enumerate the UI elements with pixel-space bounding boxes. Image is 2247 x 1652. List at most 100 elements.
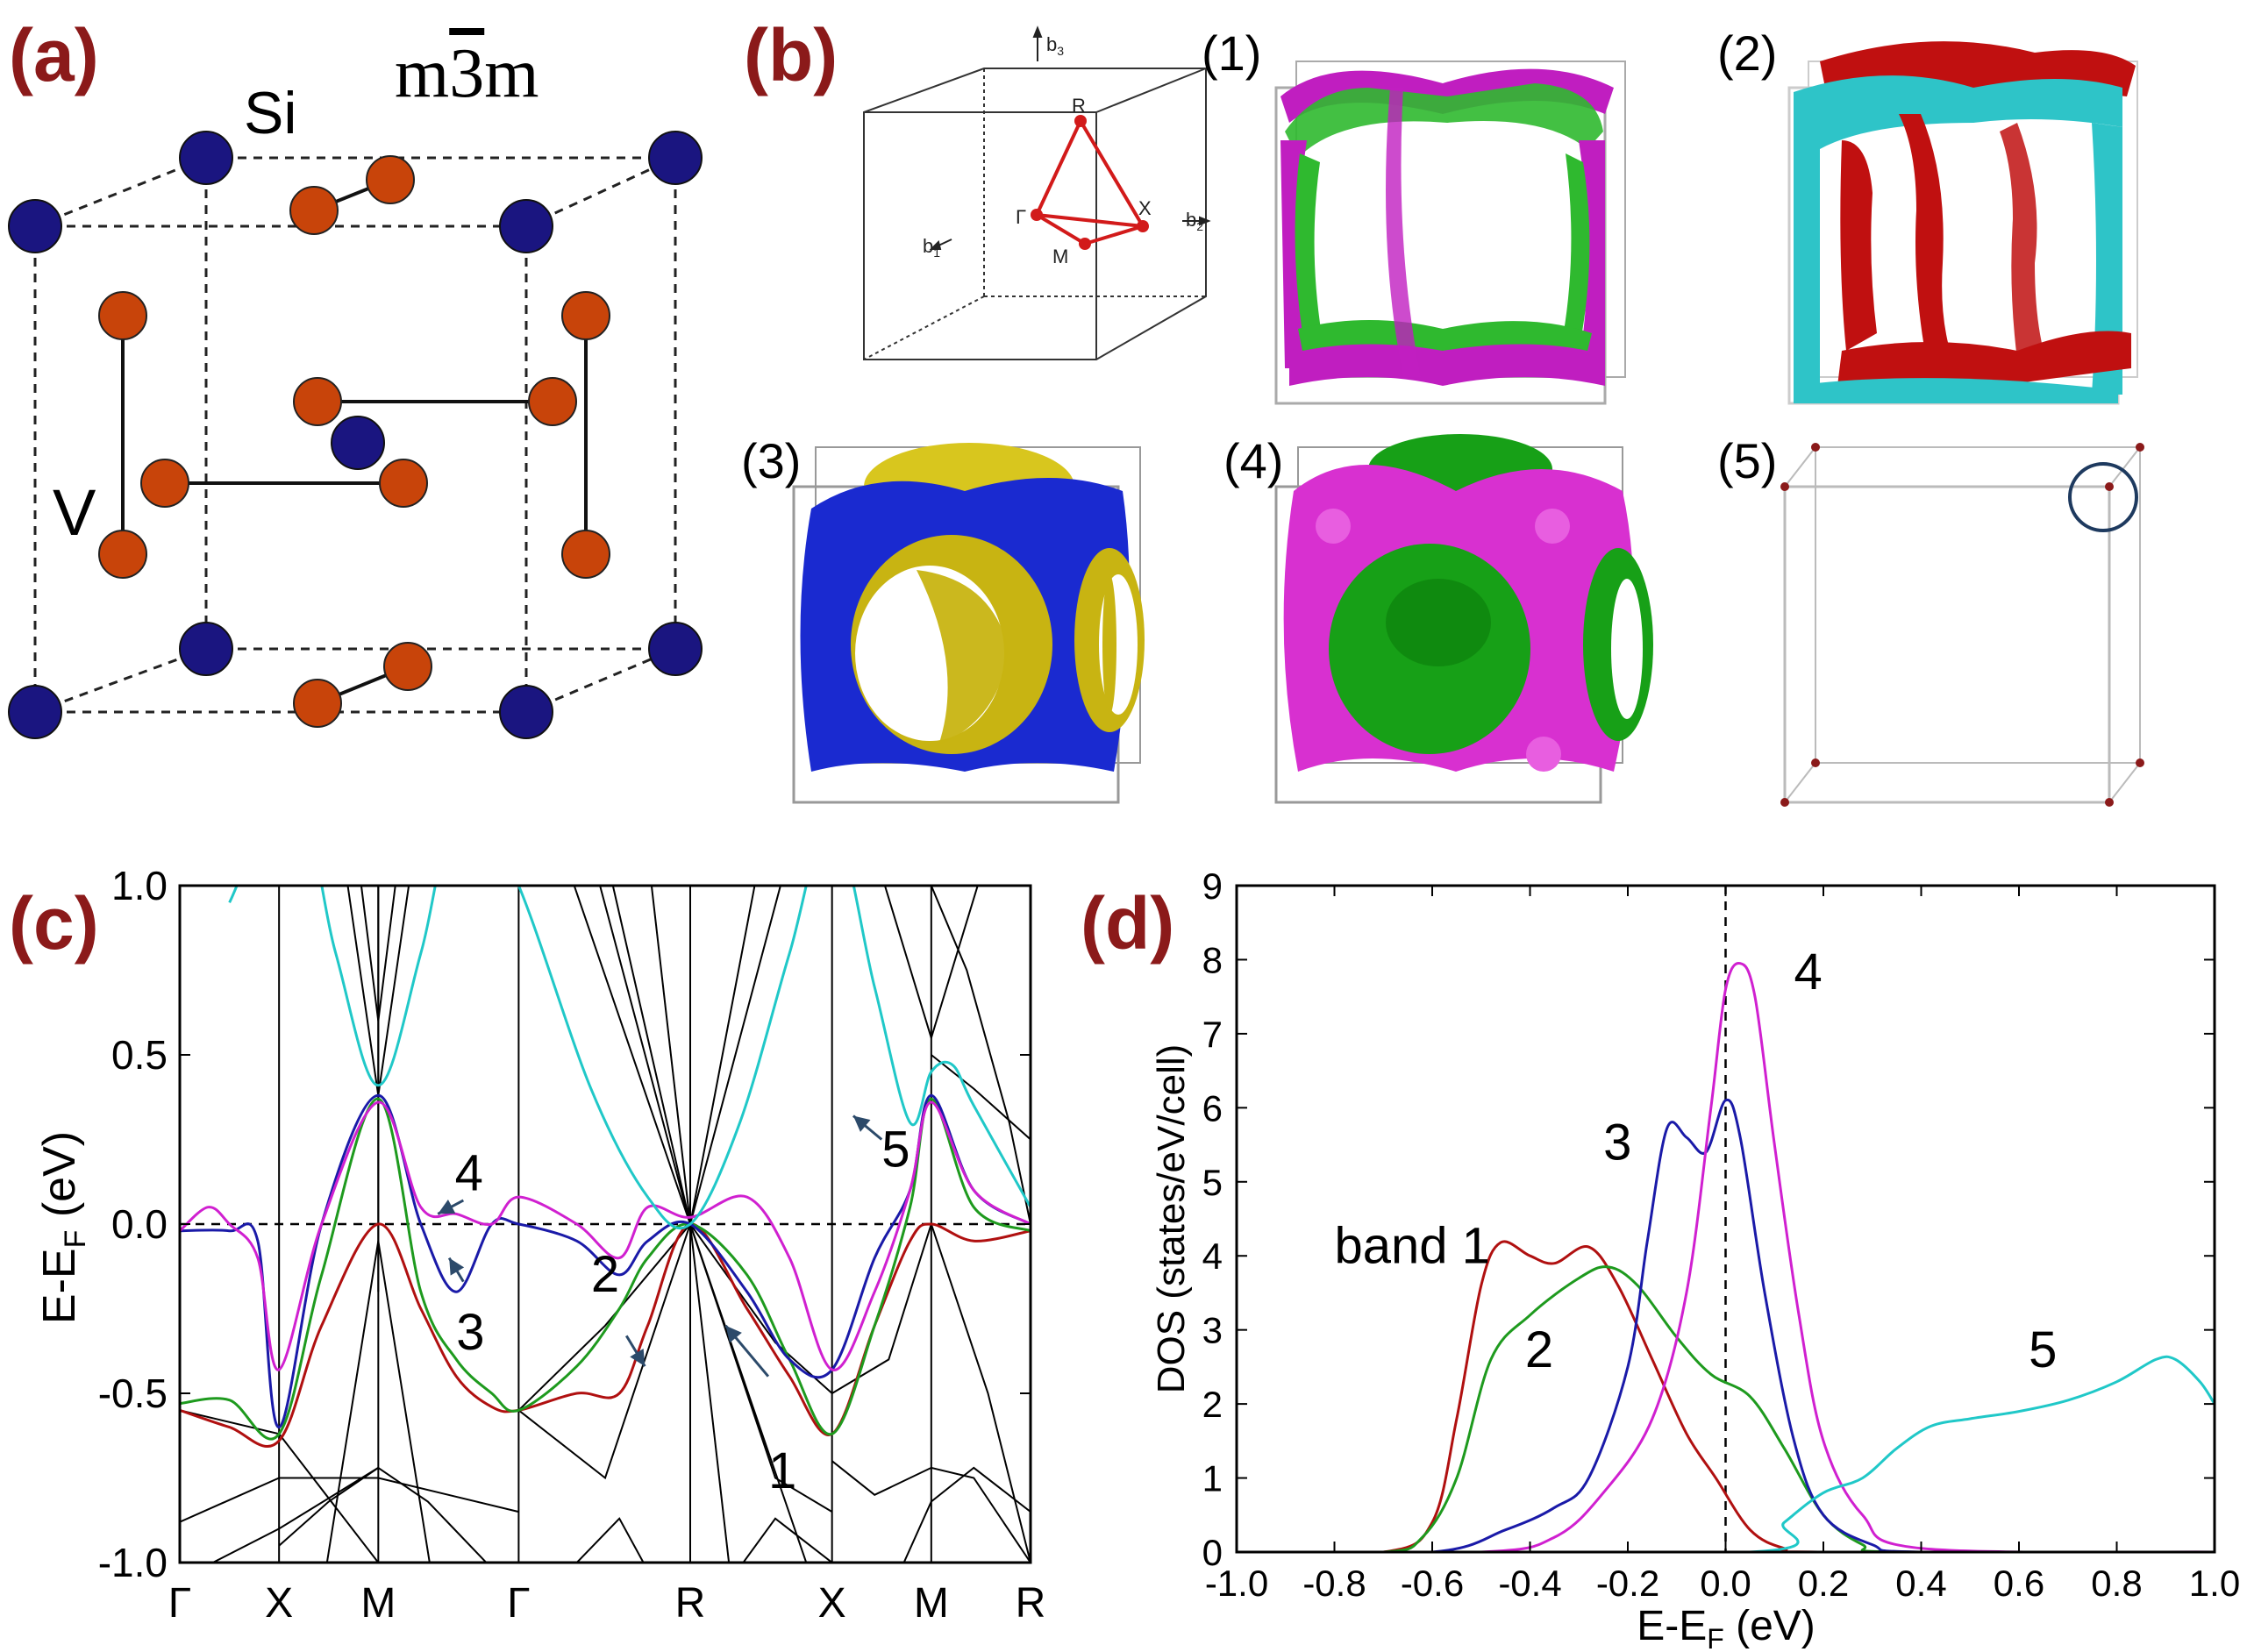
fs-label-2: (2) [1717, 25, 1777, 81]
fermi-surface-4 [1274, 434, 1653, 804]
panel-label-a: (a) [9, 14, 99, 96]
background-band [611, 886, 808, 1563]
background-band [883, 886, 979, 1042]
ytick-label: -0.5 [98, 1371, 168, 1416]
band-annotation-label: 2 [591, 1246, 619, 1303]
dos-xlabel: E-EF (eV) [1637, 1603, 1815, 1652]
b1-vector-label: b1 [923, 235, 940, 260]
background-band [902, 1466, 1031, 1563]
background-band [931, 1054, 1031, 1141]
v-atom [528, 377, 577, 426]
bz-point-r: R [1072, 95, 1086, 117]
ytick-label: 0 [1202, 1532, 1223, 1573]
annotation-arrow [447, 1257, 465, 1283]
band-series-band-4 [180, 1100, 1031, 1371]
fermi-surface-5 [1780, 443, 2144, 807]
dos-plot-frame [1235, 884, 2216, 1554]
band-annotation-label: 5 [881, 1121, 910, 1178]
v-atom [561, 291, 610, 340]
band-series-band-2 [180, 1097, 1031, 1441]
band-series-band-1 [180, 1222, 1031, 1448]
v-atom [293, 377, 342, 426]
dos-ylabel: DOS (states/eV/cell) [1150, 1044, 1193, 1394]
fs-label-1: (1) [1202, 25, 1261, 81]
kpath-label: R [675, 1580, 706, 1627]
ytick-label: 0.5 [111, 1032, 168, 1078]
si-atom [499, 199, 553, 253]
xtick-label: 0.0 [1700, 1563, 1751, 1604]
si-label: Si [244, 80, 296, 146]
ytick-label: 2 [1202, 1384, 1223, 1425]
b2-vector-label: b2 [1186, 209, 1203, 233]
background-band [599, 886, 756, 1225]
background-band [831, 1460, 1031, 1563]
fermi-surface-2 [1787, 41, 2138, 405]
fs-label-5: (5) [1717, 433, 1777, 488]
xtick-label: 0.4 [1895, 1563, 1946, 1604]
band-annotation-label: 1 [768, 1442, 796, 1499]
background-band [278, 1466, 488, 1563]
annotation-arrow [437, 1199, 465, 1215]
panel-label-d: (d) [1081, 882, 1175, 965]
v-atom [383, 642, 432, 691]
ytick-label: 7 [1202, 1014, 1223, 1055]
ytick-label: 3 [1202, 1310, 1223, 1351]
dos-annotation-label: 5 [2029, 1321, 2057, 1378]
panel-label-b: (b) [744, 14, 838, 96]
background-band [180, 1477, 519, 1523]
xtick-label: 0.8 [2091, 1563, 2142, 1604]
band-series-band-3 [180, 1093, 1031, 1429]
kpath-label: M [914, 1580, 949, 1627]
bz-point-gamma: Γ [1016, 206, 1026, 228]
xtick-label: 1.0 [2189, 1563, 2240, 1604]
kpath-label: X [265, 1580, 293, 1627]
annotation-arrowhead [630, 1349, 646, 1367]
v-atom [140, 459, 189, 508]
v-atom [366, 155, 415, 204]
dos-annotation-label: 4 [1794, 943, 1823, 1000]
dos-annotation-label: 2 [1525, 1321, 1553, 1378]
annotation-arrowhead [852, 1115, 871, 1132]
ytick-label: 0.0 [111, 1201, 168, 1247]
ytick-label: 1 [1202, 1458, 1223, 1499]
background-band [517, 1221, 1031, 1563]
xtick-label: -0.8 [1302, 1563, 1366, 1604]
bz-point-m: M [1052, 246, 1068, 267]
fermi-surface-3 [792, 443, 1145, 804]
xtick-label: 0.6 [1994, 1563, 2044, 1604]
ytick-label: 6 [1202, 1087, 1223, 1129]
fermi-surface-1 [1274, 61, 1626, 405]
background-band [346, 886, 410, 1096]
dos-series-band-5 [1237, 1355, 2215, 1552]
kpath-label: Γ [168, 1580, 191, 1627]
annotation-arrowhead [449, 1257, 465, 1276]
xtick-label: 0.2 [1798, 1563, 1849, 1604]
dos-annotation-label: band 1 [1335, 1218, 1490, 1275]
fs-label-4: (4) [1223, 433, 1283, 488]
ytick-label: -1.0 [98, 1540, 168, 1585]
panel-label-c: (c) [9, 882, 99, 965]
b3-vector-label: b3 [1046, 33, 1064, 58]
xtick-label: -1.0 [1205, 1563, 1268, 1604]
v-atom [98, 291, 147, 340]
background-band [325, 1241, 431, 1563]
si-atom [648, 131, 703, 185]
crystal-structure: Si V m3m [8, 35, 703, 739]
pocket-highlight-circle [2068, 462, 2138, 532]
annotation-arrow [852, 1114, 883, 1141]
si-atom [8, 685, 62, 739]
si-atom [331, 416, 385, 470]
background-band [517, 1221, 833, 1513]
xtick-label: -0.2 [1596, 1563, 1659, 1604]
annotation-arrow [624, 1335, 646, 1367]
ytick-label: 4 [1202, 1235, 1223, 1277]
kpath-label: M [360, 1580, 396, 1627]
v-atom [289, 186, 339, 235]
v-atom [561, 530, 610, 579]
space-group-label: m3m [395, 35, 539, 112]
bz-point-x: X [1138, 197, 1152, 219]
v-atom [379, 459, 428, 508]
background-band [650, 886, 731, 1563]
background-band [573, 886, 781, 1228]
annotation-arrowhead [438, 1200, 456, 1214]
